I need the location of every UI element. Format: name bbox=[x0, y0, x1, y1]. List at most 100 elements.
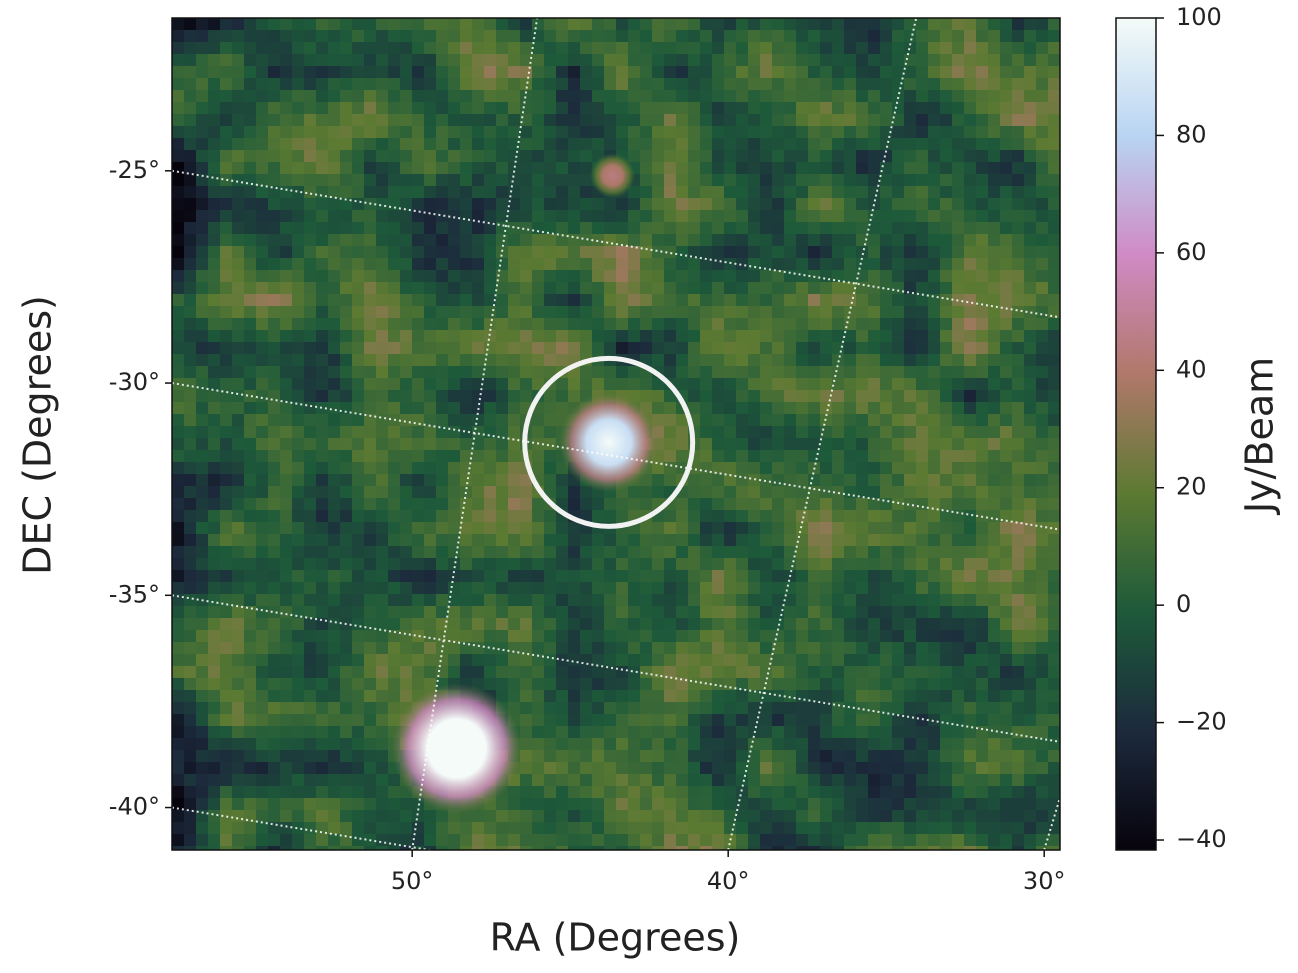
noise-cell bbox=[652, 390, 665, 403]
noise-cell bbox=[688, 234, 701, 247]
noise-cell bbox=[448, 78, 461, 91]
noise-cell bbox=[460, 378, 473, 391]
noise-cell bbox=[184, 42, 197, 55]
noise-cell bbox=[772, 138, 785, 151]
noise-cell bbox=[340, 66, 353, 79]
noise-cell bbox=[1048, 474, 1060, 487]
noise-cell bbox=[532, 642, 545, 655]
noise-cell bbox=[844, 606, 857, 619]
noise-cell bbox=[724, 414, 737, 427]
noise-cell bbox=[220, 690, 233, 703]
noise-cell bbox=[568, 738, 581, 751]
noise-cell bbox=[760, 354, 773, 367]
noise-cell bbox=[172, 618, 185, 631]
noise-cell bbox=[172, 114, 185, 127]
noise-cell bbox=[664, 186, 677, 199]
noise-cell bbox=[1048, 366, 1060, 379]
noise-cell bbox=[664, 762, 677, 775]
noise-cell bbox=[952, 798, 965, 811]
noise-cell bbox=[568, 198, 581, 211]
noise-cell bbox=[676, 450, 689, 463]
noise-cell bbox=[712, 426, 725, 439]
noise-cell bbox=[232, 750, 245, 763]
noise-cell bbox=[616, 714, 629, 727]
noise-cell bbox=[1000, 102, 1013, 115]
noise-cell bbox=[304, 546, 317, 559]
noise-cell bbox=[376, 498, 389, 511]
noise-cell bbox=[328, 294, 341, 307]
noise-cell bbox=[844, 126, 857, 139]
noise-cell bbox=[940, 738, 953, 751]
noise-cell bbox=[448, 186, 461, 199]
noise-cell bbox=[616, 318, 629, 331]
noise-cell bbox=[928, 738, 941, 751]
noise-cell bbox=[1000, 354, 1013, 367]
noise-cell bbox=[604, 726, 617, 739]
noise-cell bbox=[232, 150, 245, 163]
noise-cell bbox=[316, 126, 329, 139]
noise-cell bbox=[484, 270, 497, 283]
noise-cell bbox=[844, 294, 857, 307]
noise-cell bbox=[700, 462, 713, 475]
noise-cell bbox=[820, 294, 833, 307]
noise-cell bbox=[940, 246, 953, 259]
noise-cell bbox=[808, 18, 821, 31]
noise-cell bbox=[916, 102, 929, 115]
noise-cell bbox=[904, 390, 917, 403]
noise-cell bbox=[496, 474, 509, 487]
noise-cell bbox=[220, 258, 233, 271]
noise-cell bbox=[496, 570, 509, 583]
noise-cell bbox=[940, 162, 953, 175]
noise-cell bbox=[748, 102, 761, 115]
noise-cell bbox=[1012, 558, 1025, 571]
noise-cell bbox=[760, 558, 773, 571]
noise-cell bbox=[580, 546, 593, 559]
noise-cell bbox=[580, 570, 593, 583]
noise-cell bbox=[484, 534, 497, 547]
noise-cell bbox=[892, 810, 905, 823]
noise-cell bbox=[388, 18, 401, 31]
noise-cell bbox=[220, 534, 233, 547]
noise-cell bbox=[844, 522, 857, 535]
noise-cell bbox=[748, 42, 761, 55]
noise-cell bbox=[892, 318, 905, 331]
noise-cell bbox=[832, 666, 845, 679]
noise-cell bbox=[808, 150, 821, 163]
noise-cell bbox=[928, 534, 941, 547]
noise-cell bbox=[364, 606, 377, 619]
noise-cell bbox=[592, 738, 605, 751]
noise-cell bbox=[544, 666, 557, 679]
noise-cell bbox=[916, 606, 929, 619]
noise-cell bbox=[580, 750, 593, 763]
noise-cell bbox=[820, 510, 833, 523]
noise-cell bbox=[448, 618, 461, 631]
noise-cell bbox=[820, 654, 833, 667]
noise-cell bbox=[1000, 318, 1013, 331]
noise-cell bbox=[712, 606, 725, 619]
noise-cell bbox=[268, 66, 281, 79]
noise-cell bbox=[256, 678, 269, 691]
noise-cell bbox=[328, 198, 341, 211]
noise-cell bbox=[496, 510, 509, 523]
noise-cell bbox=[292, 138, 305, 151]
noise-cell bbox=[484, 630, 497, 643]
noise-cell bbox=[988, 102, 1001, 115]
noise-cell bbox=[700, 162, 713, 175]
noise-cell bbox=[724, 462, 737, 475]
noise-cell bbox=[400, 102, 413, 115]
noise-cell bbox=[280, 642, 293, 655]
noise-cell bbox=[712, 714, 725, 727]
noise-cell bbox=[424, 822, 437, 835]
noise-cell bbox=[964, 78, 977, 91]
noise-cell bbox=[184, 510, 197, 523]
noise-cell bbox=[904, 810, 917, 823]
noise-cell bbox=[496, 306, 509, 319]
noise-cell bbox=[640, 42, 653, 55]
noise-cell bbox=[688, 786, 701, 799]
noise-cell bbox=[460, 594, 473, 607]
noise-cell bbox=[520, 318, 533, 331]
noise-cell bbox=[868, 66, 881, 79]
noise-cell bbox=[292, 774, 305, 787]
noise-cell bbox=[700, 294, 713, 307]
noise-cell bbox=[736, 210, 749, 223]
